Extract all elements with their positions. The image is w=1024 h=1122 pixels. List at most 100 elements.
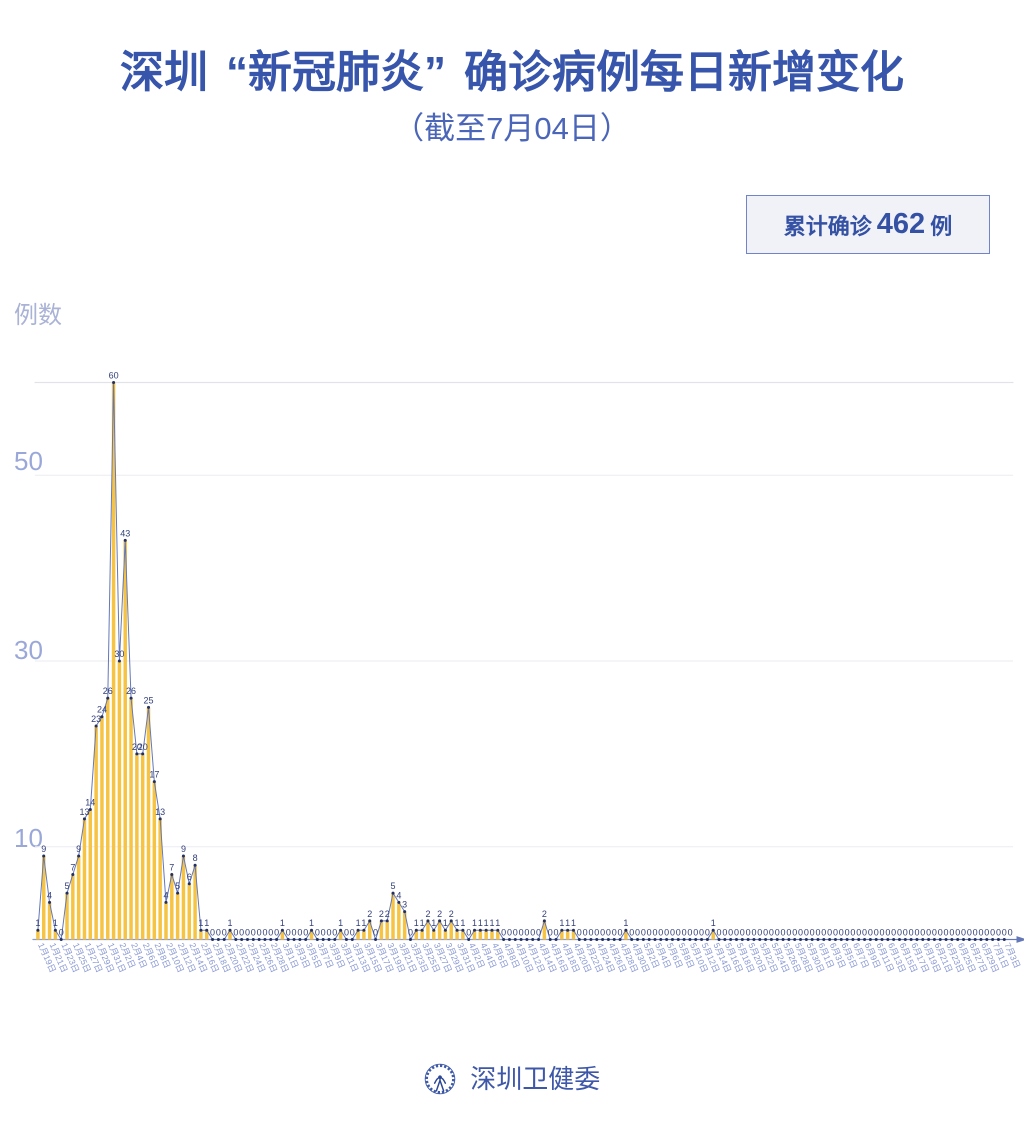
svg-text:0: 0: [874, 928, 879, 938]
svg-text:1: 1: [571, 918, 576, 928]
svg-text:1: 1: [484, 918, 489, 928]
svg-text:0: 0: [292, 928, 297, 938]
svg-text:0: 0: [850, 928, 855, 938]
svg-text:0: 0: [519, 928, 524, 938]
svg-text:0: 0: [722, 928, 727, 938]
svg-text:0: 0: [839, 928, 844, 938]
svg-text:0: 0: [827, 928, 832, 938]
svg-text:1: 1: [361, 918, 366, 928]
svg-text:0: 0: [1008, 928, 1013, 938]
svg-text:0: 0: [245, 928, 250, 938]
svg-text:0: 0: [769, 928, 774, 938]
svg-text:0: 0: [746, 928, 751, 938]
svg-text:2: 2: [449, 909, 454, 919]
svg-text:0: 0: [239, 928, 244, 938]
svg-text:1: 1: [455, 918, 460, 928]
svg-text:0: 0: [909, 928, 914, 938]
svg-text:0: 0: [821, 928, 826, 938]
svg-text:0: 0: [687, 928, 692, 938]
svg-text:0: 0: [961, 928, 966, 938]
svg-text:0: 0: [676, 928, 681, 938]
svg-text:0: 0: [606, 928, 611, 938]
svg-text:1: 1: [309, 918, 314, 928]
svg-text:43: 43: [120, 528, 130, 538]
svg-text:0: 0: [763, 928, 768, 938]
svg-text:7: 7: [70, 863, 75, 873]
svg-text:1: 1: [460, 918, 465, 928]
svg-text:0: 0: [775, 928, 780, 938]
svg-text:0: 0: [932, 928, 937, 938]
svg-text:23: 23: [91, 714, 101, 724]
svg-text:0: 0: [920, 928, 925, 938]
svg-text:24: 24: [97, 705, 107, 715]
svg-text:0: 0: [536, 928, 541, 938]
svg-text:13: 13: [79, 807, 89, 817]
svg-text:1: 1: [204, 918, 209, 928]
svg-text:0: 0: [804, 928, 809, 938]
svg-text:1: 1: [356, 918, 361, 928]
svg-text:0: 0: [262, 928, 267, 938]
svg-text:0: 0: [1002, 928, 1007, 938]
svg-text:0: 0: [798, 928, 803, 938]
svg-text:1: 1: [414, 918, 419, 928]
svg-text:0: 0: [664, 928, 669, 938]
svg-text:0: 0: [781, 928, 786, 938]
svg-text:0: 0: [612, 928, 617, 938]
svg-text:0: 0: [880, 928, 885, 938]
svg-text:26: 26: [103, 686, 113, 696]
svg-text:1: 1: [495, 918, 500, 928]
svg-text:0: 0: [554, 928, 559, 938]
svg-text:0: 0: [588, 928, 593, 938]
svg-text:0: 0: [326, 928, 331, 938]
svg-text:6: 6: [187, 872, 192, 882]
svg-text:5: 5: [65, 881, 70, 891]
svg-text:0: 0: [862, 928, 867, 938]
svg-text:1: 1: [711, 918, 716, 928]
svg-text:0: 0: [652, 928, 657, 938]
svg-text:1: 1: [623, 918, 628, 928]
svg-text:1: 1: [420, 918, 425, 928]
svg-text:0: 0: [693, 928, 698, 938]
svg-text:0: 0: [408, 928, 413, 938]
svg-text:0: 0: [996, 928, 1001, 938]
svg-text:1: 1: [565, 918, 570, 928]
svg-text:4: 4: [163, 890, 168, 900]
svg-text:26: 26: [126, 686, 136, 696]
svg-text:0: 0: [751, 928, 756, 938]
svg-text:1: 1: [431, 918, 436, 928]
svg-text:0: 0: [635, 928, 640, 938]
svg-text:20: 20: [138, 742, 148, 752]
svg-text:0: 0: [699, 928, 704, 938]
svg-text:0: 0: [647, 928, 652, 938]
svg-text:0: 0: [501, 928, 506, 938]
svg-text:0: 0: [833, 928, 838, 938]
svg-text:0: 0: [734, 928, 739, 938]
svg-text:17: 17: [149, 770, 159, 780]
svg-text:1: 1: [228, 918, 233, 928]
svg-text:0: 0: [845, 928, 850, 938]
svg-text:7: 7: [169, 863, 174, 873]
svg-text:0: 0: [321, 928, 326, 938]
svg-text:0: 0: [59, 928, 64, 938]
svg-text:1: 1: [280, 918, 285, 928]
svg-text:0: 0: [786, 928, 791, 938]
svg-text:0: 0: [629, 928, 634, 938]
svg-text:0: 0: [926, 928, 931, 938]
svg-text:0: 0: [303, 928, 308, 938]
svg-text:1: 1: [443, 918, 448, 928]
svg-text:0: 0: [466, 928, 471, 938]
svg-text:0: 0: [792, 928, 797, 938]
svg-text:0: 0: [891, 928, 896, 938]
svg-text:5: 5: [175, 881, 180, 891]
svg-text:25: 25: [144, 695, 154, 705]
svg-text:0: 0: [728, 928, 733, 938]
svg-text:1: 1: [489, 918, 494, 928]
svg-text:1: 1: [478, 918, 483, 928]
svg-text:2: 2: [379, 909, 384, 919]
svg-text:0: 0: [984, 928, 989, 938]
svg-text:0: 0: [967, 928, 972, 938]
svg-text:0: 0: [815, 928, 820, 938]
svg-text:0: 0: [373, 928, 378, 938]
svg-text:0: 0: [350, 928, 355, 938]
svg-text:0: 0: [810, 928, 815, 938]
